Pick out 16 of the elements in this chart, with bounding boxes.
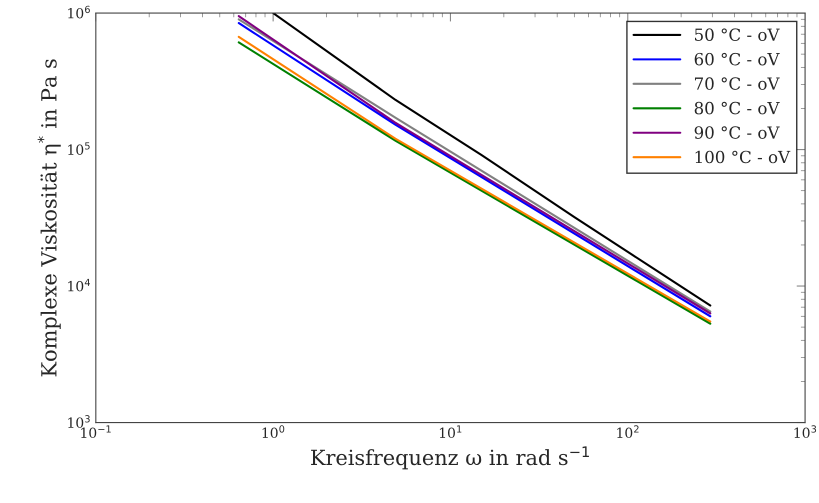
y-tick-label: 10$^{5}$ bbox=[68, 142, 90, 155]
legend-label: 80 °C - oV bbox=[694, 102, 780, 114]
x-tick-label: 10$^{3}$ bbox=[794, 425, 816, 438]
legend-label: 90 °C - oV bbox=[694, 126, 780, 139]
y-tick-label: 10$^{3}$ bbox=[68, 415, 90, 428]
y-tick-label: 10$^{4}$ bbox=[68, 278, 90, 292]
legend-label: 70 °C - oV bbox=[694, 77, 780, 90]
x-axis-title: Kreisfrequenz ω in rad s$^{−1}$ bbox=[311, 446, 589, 470]
legend-label: 60 °C - oV bbox=[694, 52, 780, 66]
y-axis-title: Komplexe Viskosität η$^{*}$ in Pa s bbox=[38, 59, 61, 376]
y-tick-label: 10$^{6}$ bbox=[68, 6, 90, 18]
x-tick-label: 10$^{2}$ bbox=[617, 425, 639, 438]
legend-label: 100 °C - oV bbox=[696, 150, 790, 164]
legend-label: 50 °C - oV bbox=[695, 28, 780, 41]
x-tick-label: 10$^{1}$ bbox=[440, 425, 462, 438]
x-tick-label: 10$^{0}$ bbox=[262, 425, 284, 438]
